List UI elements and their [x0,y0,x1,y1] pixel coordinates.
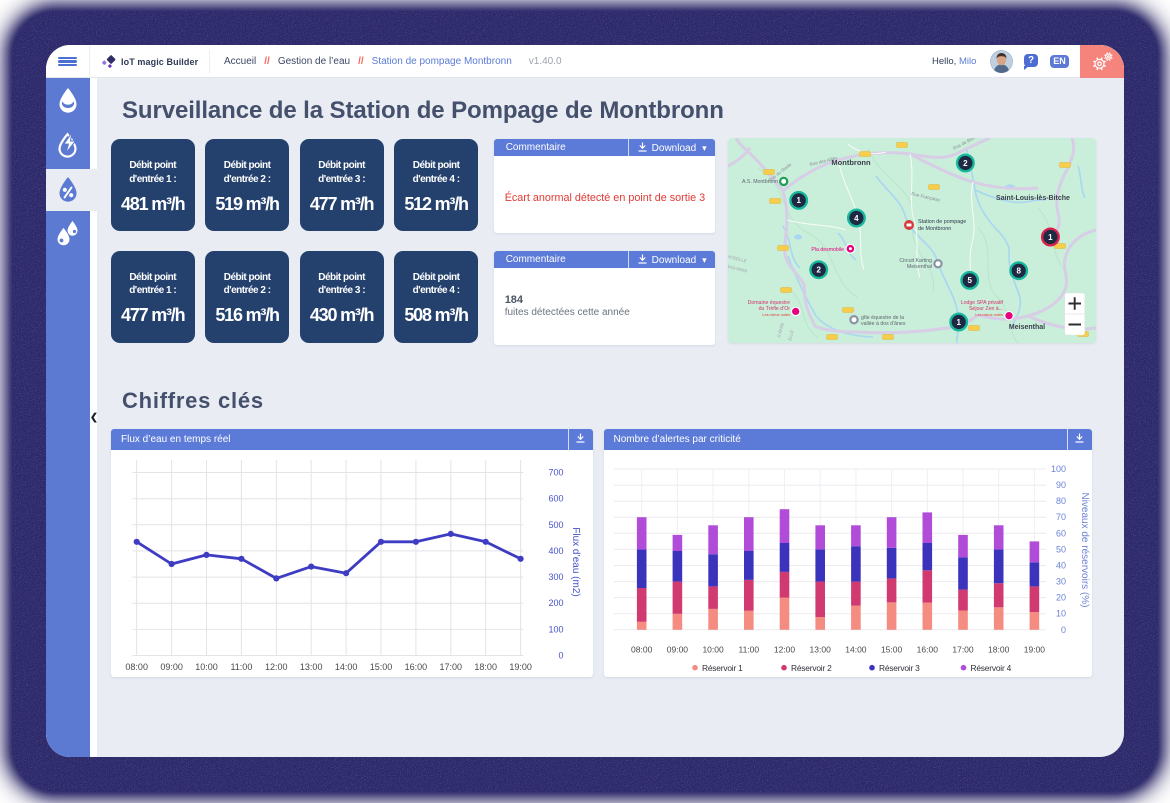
svg-text:400: 400 [548,546,563,556]
svg-text:Domaine équestre: Domaine équestre [748,300,791,306]
svg-text:Les mieux notés: Les mieux notés [763,313,791,317]
svg-text:S-RHIN: S-RHIN [776,322,785,339]
svg-text:14:00: 14:00 [335,662,358,672]
svg-text:60: 60 [1055,528,1065,538]
svg-text:12:00: 12:00 [773,645,795,655]
svg-text:16:00: 16:00 [916,645,938,655]
svg-text:Séjour Zen à...: Séjour Zen à... [969,306,1003,312]
svg-text:Les mieux notés: Les mieux notés [976,313,1004,317]
svg-text:Réservoir 2: Réservoir 2 [791,663,832,673]
svg-text:Pla.desmobile: Pla.desmobile [812,247,845,253]
svg-text:Rue des Alliés: Rue des Alliés [809,155,839,167]
svg-text:11:00: 11:00 [230,662,252,672]
svg-text:Circuit Karting: Circuit Karting [900,258,933,264]
svg-text:18:00: 18:00 [474,662,497,672]
svg-text:14:00: 14:00 [845,645,867,655]
svg-text:8: 8 [1017,267,1022,276]
svg-text:Station de pompage: Station de pompage [918,219,966,225]
svg-text:ELLE: ELLE [787,330,795,342]
svg-text:18:00: 18:00 [988,645,1010,655]
svg-text:MOSELLE: MOSELLE [728,254,747,264]
svg-text:du Trèfle d’Or: du Trèfle d’Or [759,306,791,312]
svg-text:17:00: 17:00 [440,662,463,672]
svg-text:gîte équestre de la: gîte équestre de la [861,315,904,321]
svg-text:BAS-RHIN: BAS-RHIN [728,264,748,274]
svg-text:Rue Française: Rue Française [911,191,941,203]
svg-text:12:00: 12:00 [265,662,288,672]
svg-text:200: 200 [548,598,563,608]
svg-text:0: 0 [558,651,563,661]
svg-text:15:00: 15:00 [370,662,393,672]
svg-text:20: 20 [1055,593,1065,603]
svg-text:2: 2 [963,159,968,168]
svg-text:0: 0 [1060,625,1065,635]
svg-text:1: 1 [1048,233,1053,242]
svg-text:10: 10 [1055,609,1065,619]
svg-text:100: 100 [548,625,563,635]
svg-text:09:00: 09:00 [666,645,688,655]
svg-text:30: 30 [1055,577,1065,587]
svg-text:500: 500 [548,520,563,530]
svg-text:Flux d’eau (m2): Flux d’eau (m2) [570,527,581,596]
svg-text:600: 600 [548,494,563,504]
svg-text:300: 300 [548,572,563,582]
svg-text:10:00: 10:00 [702,645,724,655]
svg-text:Réservoir 1: Réservoir 1 [702,663,743,673]
svg-text:1: 1 [797,196,802,205]
svg-text:50: 50 [1055,545,1065,555]
svg-text:19:00: 19:00 [1023,645,1045,655]
svg-text:13:00: 13:00 [809,645,831,655]
svg-text:Meisenthal: Meisenthal [907,264,932,270]
svg-text:10:00: 10:00 [195,662,218,672]
svg-text:40: 40 [1055,561,1065,571]
svg-text:2: 2 [817,266,822,275]
svg-text:1: 1 [957,318,962,327]
svg-text:15:00: 15:00 [880,645,902,655]
svg-text:700: 700 [548,468,563,478]
svg-text:11:00: 11:00 [738,645,759,655]
svg-text:08:00: 08:00 [631,645,653,655]
svg-text:09:00: 09:00 [160,662,183,672]
svg-text:100: 100 [1050,464,1065,474]
svg-text:Saint-Louis-lès-Bitche: Saint-Louis-lès-Bitche [996,195,1070,202]
svg-text:08:00: 08:00 [125,662,148,672]
svg-text:Réservoir 3: Réservoir 3 [879,663,920,673]
svg-text:4: 4 [854,214,859,223]
svg-text:17:00: 17:00 [952,645,974,655]
svg-text:Réservoir 4: Réservoir 4 [970,663,1011,673]
svg-text:A.S. Montbronn: A.S. Montbronn [742,179,778,185]
svg-text:80: 80 [1055,496,1065,506]
svg-text:de Montbronn: de Montbronn [918,226,951,232]
svg-text:70: 70 [1055,512,1065,522]
svg-text:13:00: 13:00 [300,662,323,672]
svg-text:Meisenthal: Meisenthal [1009,324,1045,331]
svg-text:vallée à dos d’ânes: vallée à dos d’ânes [861,321,906,327]
svg-text:5: 5 [968,276,973,285]
svg-text:16:00: 16:00 [405,662,428,672]
svg-text:Lodge SPA privatif: Lodge SPA privatif [961,300,1004,306]
svg-text:Niveaux de réservoirs (%): Niveaux de réservoirs (%) [1079,493,1090,608]
svg-text:90: 90 [1055,480,1065,490]
svg-text:19:00: 19:00 [509,662,532,672]
svg-text:Montbronn: Montbronn [832,158,872,167]
